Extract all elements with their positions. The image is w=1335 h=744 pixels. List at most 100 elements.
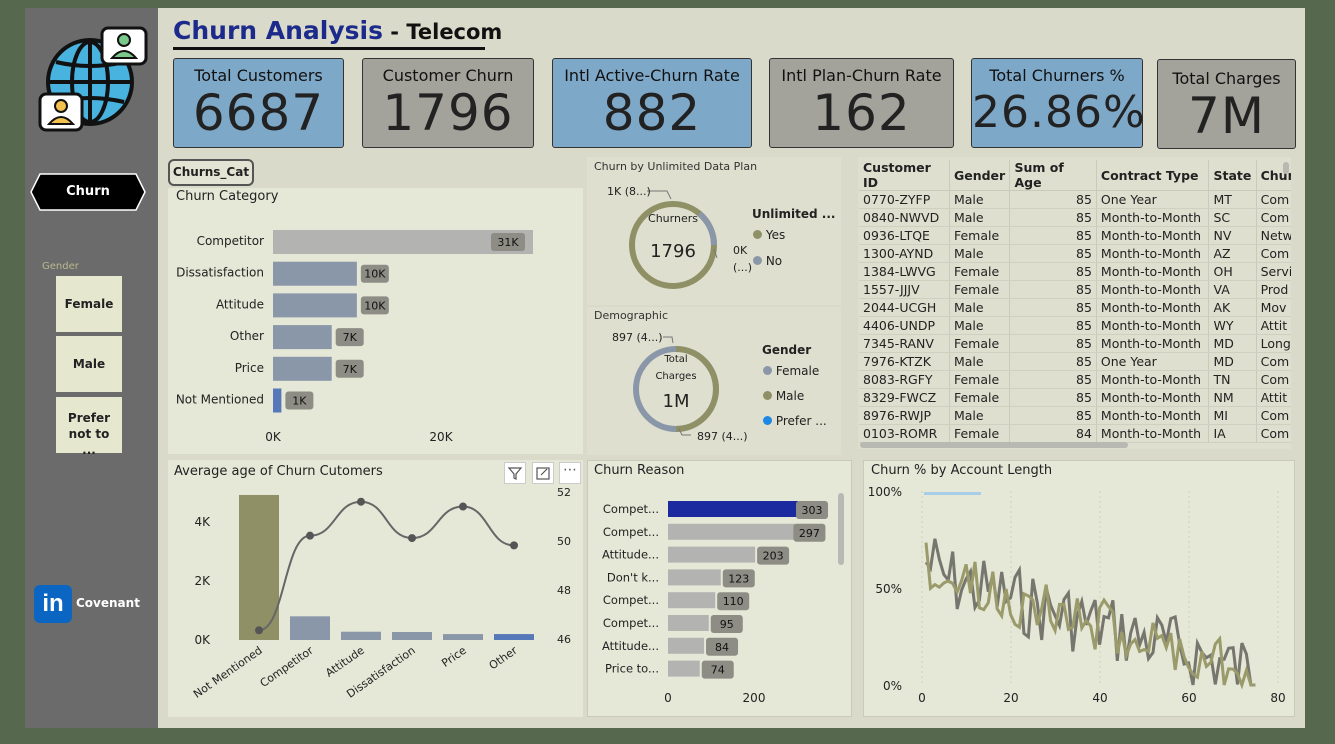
table-row[interactable]: 7345-RANV Female 85 Month-to-Month MD Long	[859, 334, 1291, 353]
legend-male[interactable]: Male	[763, 389, 804, 403]
table-row[interactable]: 1557-JJJV Female 85 Month-to-Month VA Prod	[859, 280, 1291, 299]
data-label: 84	[715, 641, 729, 654]
table-vscrollbar[interactable]	[1283, 162, 1289, 174]
gender-female-button[interactable]: Female	[56, 276, 122, 332]
table-cell: 85	[1009, 280, 1097, 299]
data-label-box	[360, 264, 389, 283]
table-cell: Servi	[1256, 262, 1291, 281]
legend-female[interactable]: Female	[763, 364, 819, 378]
legend-no[interactable]: No	[753, 254, 782, 268]
table-header-row: Customer ID Gender Sum of Age Contract Type…	[859, 160, 1291, 191]
reason-label: Attitude...	[602, 548, 659, 562]
demographic-center-value: 1M	[662, 391, 690, 412]
table-cell: Com	[1256, 208, 1291, 227]
data-label-box	[757, 546, 790, 565]
age-bar	[290, 616, 330, 640]
table-cell: 85	[1009, 208, 1097, 227]
kpi-label: Intl Plan-Churn Rate	[781, 66, 942, 85]
table-row[interactable]: 1384-LWVG Female 85 Month-to-Month OH Servi	[859, 262, 1291, 281]
category-bar	[273, 293, 357, 318]
reason-vscrollbar[interactable]	[838, 493, 844, 565]
data-label-box	[701, 660, 734, 679]
data-label-box	[706, 637, 739, 656]
table-cell: MI	[1208, 406, 1257, 425]
column-header[interactable]: Customer ID	[859, 160, 950, 191]
table-row[interactable]: 8976-RWJP Male 85 Month-to-Month MI Com	[859, 406, 1291, 425]
table-row[interactable]: 2044-UCGH Male 85 Month-to-Month AK Mov	[859, 298, 1291, 317]
table-row[interactable]: 1300-AYND Male 85 Month-to-Month AZ Com	[859, 244, 1291, 263]
table-cell: Male	[949, 298, 1011, 317]
age-bar	[494, 634, 534, 640]
more-options-icon[interactable]: ⋯	[559, 462, 581, 484]
linkedin-icon[interactable]: in	[34, 585, 72, 623]
category-label: Other	[230, 329, 264, 343]
table-cell: Month-to-Month	[1096, 316, 1210, 335]
table-cell: 85	[1009, 244, 1097, 263]
table-row[interactable]: 8083-RGFY Female 85 Month-to-Month TN Com	[859, 370, 1291, 389]
category-bar	[273, 388, 282, 413]
filter-icon[interactable]	[504, 462, 526, 484]
table-cell: Male	[949, 208, 1011, 227]
kpi-value: 6687	[192, 84, 325, 142]
legend-yes[interactable]: Yes	[753, 228, 785, 242]
category-label: Attitude	[216, 297, 264, 311]
age-point	[408, 534, 416, 543]
y2-tick-label: 48	[557, 584, 571, 597]
column-header[interactable]: Contract Type	[1096, 160, 1210, 191]
reason-bar	[668, 569, 721, 586]
table-row[interactable]: 0936-LTQE Female 85 Month-to-Month NV Netw	[859, 226, 1291, 245]
table-cell: Month-to-Month	[1096, 298, 1210, 317]
category-label: Other	[487, 644, 520, 673]
churn-button[interactable]: Churn	[30, 173, 146, 211]
y-tick-label: 4K	[194, 515, 211, 529]
y-tick-label: 50%	[875, 582, 902, 596]
legend-yes-label: Yes	[765, 228, 786, 242]
series-line-grey	[924, 538, 1256, 687]
unlimited-title: Churn by Unlimited Data Plan	[594, 160, 758, 173]
age-bar	[392, 632, 432, 640]
table-cell: One Year	[1096, 190, 1210, 209]
data-label: 7K	[343, 331, 358, 344]
reason-label: Compet...	[603, 525, 659, 539]
table-cell: Long	[1256, 334, 1291, 353]
kpi-label: Intl Active-Churn Rate	[564, 66, 740, 85]
column-header[interactable]: State	[1208, 160, 1257, 191]
table-cell: 0840-NWVD	[859, 208, 950, 227]
kpi-value: 1796	[382, 84, 514, 142]
table-cell: Male	[949, 190, 1011, 209]
table-cell: Netw	[1256, 226, 1291, 245]
age-point	[255, 626, 263, 635]
reason-label: Don't k...	[607, 570, 659, 584]
demographic-legend-title: Gender	[762, 343, 812, 357]
table-row[interactable]: 4406-UNDP Male 85 Month-to-Month WY Attit	[859, 316, 1291, 335]
table-cell: Month-to-Month	[1096, 226, 1210, 245]
table-row[interactable]: 0103-ROMR Female 84 Month-to-Month IA Com	[859, 424, 1291, 443]
kpi-intl-plan-churn: Intl Plan-Churn Rate 162	[769, 58, 954, 148]
table-cell: Male	[949, 244, 1011, 263]
age-bar	[239, 494, 279, 640]
column-header[interactable]: Gender	[949, 160, 1011, 191]
column-header[interactable]: Sum of Age	[1009, 160, 1097, 191]
table-hscrollbar[interactable]	[860, 442, 1128, 448]
focus-mode-icon[interactable]	[532, 462, 554, 484]
legend-prefer[interactable]: Prefer ...	[763, 414, 827, 428]
x-tick-label: 60	[1181, 691, 1196, 705]
table-row[interactable]: 0840-NWVD Male 85 Month-to-Month SC Com	[859, 208, 1291, 227]
table-row[interactable]: 8329-FWCZ Female 85 Month-to-Month NM Attit	[859, 388, 1291, 407]
customer-table-panel: Customer ID Gender Sum of Age Contract Type…	[858, 157, 1291, 449]
reason-bar	[668, 592, 716, 609]
table-cell: Month-to-Month	[1096, 244, 1210, 263]
unlimited-center-label: Churners	[648, 212, 698, 225]
churn-reason-chart: Compet... 303 Compet... 297 Attitude... 203 Do…	[602, 501, 828, 705]
table-cell: WY	[1208, 316, 1257, 335]
gender-male-button[interactable]: Male	[56, 336, 122, 392]
unlimited-plan-panel: Churn by Unlimited Data Plan 1K (8...) C…	[587, 157, 841, 305]
gender-prefer-button[interactable]: Prefer not to ...	[56, 397, 122, 457]
table-row[interactable]: 7976-KTZK Male 85 One Year MD Com	[859, 352, 1291, 371]
age-point	[357, 497, 365, 506]
y-tick-label: 100%	[868, 485, 902, 499]
table-row[interactable]: 0770-ZYFP Male 85 One Year MT Com	[859, 190, 1291, 209]
table-cell: 7976-KTZK	[859, 352, 950, 371]
churns-cat-button[interactable]: Churns_Cat	[168, 159, 254, 186]
table-cell: 8976-RWJP	[859, 406, 950, 425]
